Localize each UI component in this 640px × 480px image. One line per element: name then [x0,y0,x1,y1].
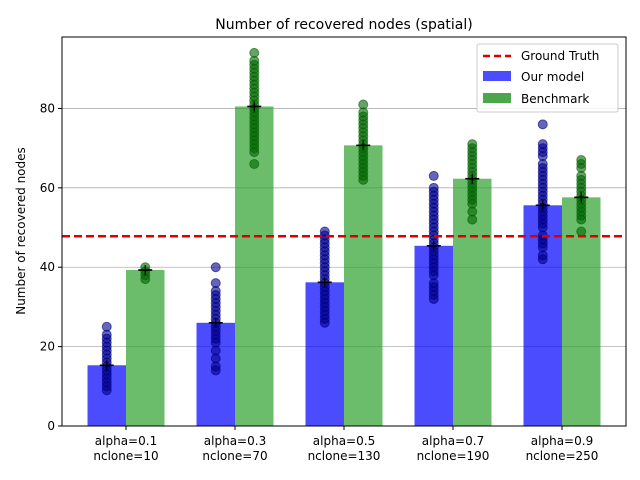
legend-ground-truth-label: Ground Truth [521,49,599,63]
legend-benchmark-swatch [483,93,511,103]
bar-benchmark [126,270,165,426]
error-bars-layer [99,101,589,371]
chart-title: Number of recovered nodes (spatial) [215,17,472,33]
point-our-model [428,182,439,193]
point-benchmark [576,226,587,237]
point-our-model [537,119,548,130]
legend-benchmark-label: Benchmark [521,92,589,106]
x-tick-label-line: alpha=0.3 [204,434,266,448]
x-tick-label: alpha=0.9 nclone=250 [526,434,599,463]
point-our-model [319,226,330,237]
y-tick-label: 80 [40,101,55,115]
x-tick-label-line: nclone=250 [526,449,599,463]
y-tick-label: 20 [40,340,55,354]
point-our-model [210,262,221,273]
x-tick-label: alpha=0.7 nclone=190 [417,434,490,463]
point-our-model [101,321,112,332]
x-tick-label-line: alpha=0.7 [422,434,484,448]
x-tick-label-line: nclone=10 [93,449,158,463]
point-benchmark [358,99,369,110]
x-tick-label-line: nclone=70 [202,449,267,463]
x-tick-label-line: nclone=130 [308,449,381,463]
x-tick-label-line: nclone=190 [417,449,490,463]
point-benchmark [467,139,478,150]
legend-our-model-swatch [483,71,511,81]
legend-frame [476,43,619,113]
x-tick-label-line: alpha=0.5 [313,434,375,448]
y-axis-ticks: 0 20 40 60 80 [40,101,62,433]
point-our-model [428,170,439,181]
bars-layer [87,106,601,426]
point-our-model [537,139,548,150]
x-tick-label: alpha=0.3 nclone=70 [202,434,267,463]
y-tick-label: 0 [47,419,55,433]
legend: Ground Truth Our model Benchmark [476,43,619,113]
point-benchmark [249,159,260,170]
y-tick-label: 40 [40,260,55,274]
x-tick-label: alpha=0.1 nclone=10 [93,434,158,463]
point-benchmark [576,155,587,166]
point-benchmark [249,47,260,58]
legend-our-model-label: Our model [521,70,584,84]
x-tick-label: alpha=0.5 nclone=130 [308,434,381,463]
x-tick-label-line: alpha=0.1 [95,434,157,448]
y-axis-label: Number of recovered nodes [14,147,28,315]
x-tick-label-line: alpha=0.9 [531,434,593,448]
y-tick-label: 60 [40,181,55,195]
point-our-model [210,278,221,289]
bar-benchmark [344,145,383,426]
